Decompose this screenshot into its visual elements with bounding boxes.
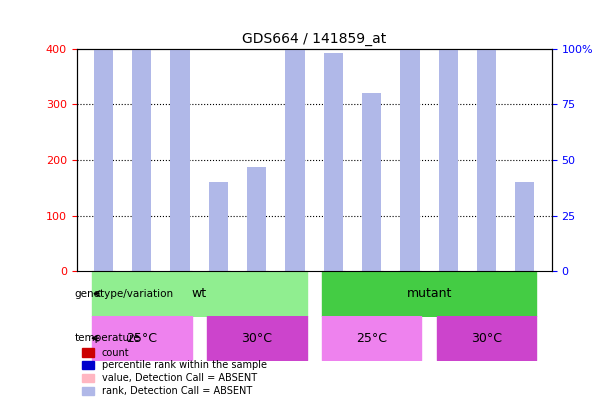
Bar — [170, 0, 189, 271]
Text: mutant: mutant — [406, 287, 452, 300]
Bar — [439, 9, 458, 271]
Bar — [324, 53, 343, 271]
Legend: count, percentile rank within the sample, value, Detection Call = ABSENT, rank, : count, percentile rank within the sample… — [78, 343, 271, 400]
Text: genotype/variation: genotype/variation — [75, 289, 174, 298]
Bar — [132, 0, 151, 271]
Bar — [400, 164, 419, 271]
Bar — [209, 255, 228, 271]
Bar — [362, 202, 381, 271]
Bar — [477, 0, 496, 271]
Text: 30°C: 30°C — [241, 332, 272, 345]
Bar — [516, 255, 535, 271]
Text: 30°C: 30°C — [471, 332, 502, 345]
Bar — [94, 9, 113, 271]
Bar — [477, 161, 496, 271]
Bar — [209, 182, 228, 271]
Bar — [247, 254, 266, 271]
Bar — [516, 182, 535, 271]
Bar — [439, 169, 458, 271]
Bar — [247, 167, 266, 271]
Bar — [286, 207, 305, 271]
Bar — [170, 93, 189, 271]
Bar — [132, 146, 151, 271]
Text: wt: wt — [192, 287, 207, 300]
Bar — [324, 202, 343, 271]
Bar — [94, 160, 113, 271]
Bar — [400, 0, 419, 271]
Text: 25°C: 25°C — [356, 332, 387, 345]
Text: 25°C: 25°C — [126, 332, 158, 345]
Bar — [286, 15, 305, 271]
Text: temperature: temperature — [75, 333, 140, 343]
Bar — [362, 93, 381, 271]
Title: GDS664 / 141859_at: GDS664 / 141859_at — [242, 32, 386, 46]
